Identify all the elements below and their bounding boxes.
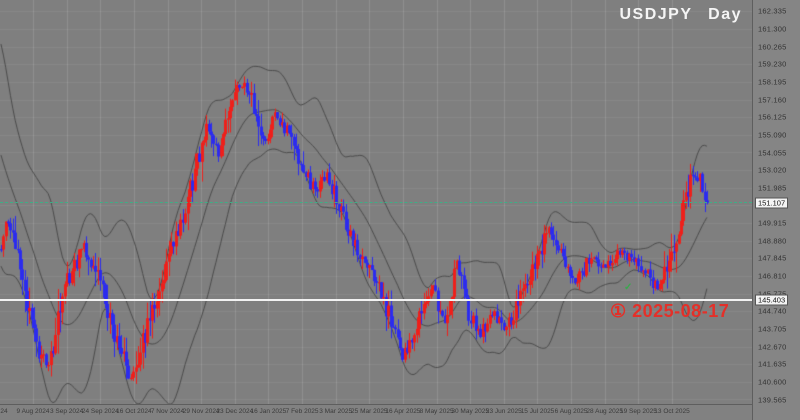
price-axis-label: 156.125 bbox=[758, 112, 787, 122]
date-axis-label: 16 Apr 2025 bbox=[385, 408, 421, 415]
date-axis-label: 28 Aug 2025 bbox=[586, 408, 623, 415]
date-axis-label: 29 Nov 2024 bbox=[182, 408, 220, 415]
price-axis-label: 145.775 bbox=[758, 289, 787, 298]
date-axis-label: 13 Oct 2025 bbox=[654, 408, 690, 415]
date-axis-label: 8 May 2025 bbox=[419, 408, 454, 415]
date-axis-label: 25 Mar 2025 bbox=[351, 408, 388, 415]
date-axis-label: 7 Nov 2024 bbox=[150, 408, 185, 415]
price-axis-label: 142.670 bbox=[758, 342, 787, 352]
date-annotation-text[interactable]: ① 2025-08-17 bbox=[610, 301, 730, 321]
chart-plot-area[interactable]: USDJPY Day ✓ ① 2025-08-17 bbox=[0, 0, 752, 404]
date-axis-label: 16 Jan 2025 bbox=[250, 408, 287, 415]
date-axis-label: 23 Dec 2024 bbox=[216, 408, 254, 415]
price-axis-label: 159.230 bbox=[758, 59, 787, 69]
price-chart-canvas[interactable] bbox=[0, 0, 752, 404]
date-axis-label: 7 Feb 2025 bbox=[285, 408, 319, 415]
price-axis-label: 147.845 bbox=[758, 253, 787, 263]
bid-price-tag: 151.107 bbox=[755, 197, 789, 209]
price-axis-label: 157.160 bbox=[758, 95, 787, 105]
price-axis-label: 139.565 bbox=[758, 395, 787, 404]
price-axis-label: 143.705 bbox=[758, 324, 787, 334]
price-axis-label: 161.300 bbox=[758, 24, 787, 34]
date-axis-label: 30 May 2025 bbox=[451, 408, 489, 415]
chart-symbol-watermark: USDJPY Day bbox=[619, 6, 742, 23]
price-axis-label: 140.600 bbox=[758, 377, 787, 387]
price-axis-label: 155.090 bbox=[758, 130, 787, 140]
horizontal-line-object[interactable] bbox=[0, 298, 752, 301]
date-axis[interactable]: 24 9 Aug 2024 3 Sep 2024 24 Sep 2024 16 Oct … bbox=[0, 404, 752, 420]
date-axis-label: 15 Jul 2025 bbox=[520, 408, 555, 415]
price-axis-label: 160.265 bbox=[758, 42, 787, 52]
price-axis-label: 146.810 bbox=[758, 271, 787, 281]
price-axis-label: 148.880 bbox=[758, 236, 787, 246]
date-axis-label: 6 Aug 2025 bbox=[554, 408, 588, 415]
price-axis-label: 151.985 bbox=[758, 183, 787, 193]
check-marker-icon: ✓ bbox=[624, 282, 633, 293]
bid-price-line bbox=[0, 202, 752, 204]
date-axis-label: 9 Aug 2024 bbox=[16, 408, 50, 415]
date-axis-label: 24 bbox=[0, 408, 8, 415]
price-axis-label: 149.915 bbox=[758, 218, 787, 228]
price-axis-label: 162.335 bbox=[758, 6, 787, 16]
date-axis-label: 23 Jun 2025 bbox=[485, 408, 522, 415]
price-axis[interactable]: 151.107 145.403 162.335 161.300 160.265 159… bbox=[752, 0, 800, 420]
date-axis-label: 16 Oct 2024 bbox=[116, 408, 152, 415]
price-axis-label: 141.635 bbox=[758, 359, 787, 369]
price-axis-label: 154.055 bbox=[758, 148, 787, 157]
date-axis-label: 19 Sep 2025 bbox=[619, 408, 657, 415]
price-axis-label: 158.195 bbox=[758, 77, 787, 87]
hline-price-tag: 145.403 bbox=[755, 294, 789, 306]
date-axis-label: 3 Sep 2024 bbox=[49, 408, 84, 415]
price-axis-label: 144.740 bbox=[758, 306, 787, 316]
date-axis-label: 3 Mar 2025 bbox=[319, 408, 353, 415]
price-axis-label: 153.020 bbox=[758, 165, 787, 175]
date-axis-label: 24 Sep 2024 bbox=[81, 408, 119, 415]
